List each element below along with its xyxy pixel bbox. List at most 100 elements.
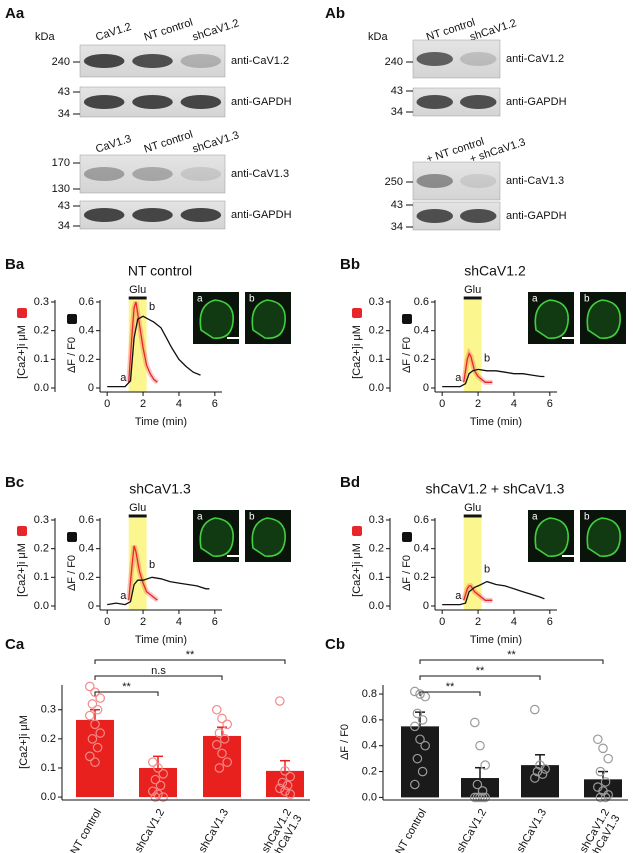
y2-tick-label: 0.2 — [414, 571, 429, 583]
x-tick-label: 4 — [511, 616, 517, 628]
x-tick-label: 6 — [212, 616, 218, 628]
y-tick-label: 0.2 — [362, 765, 377, 777]
data-point — [532, 766, 543, 777]
y2-axis-label: ΔF / F0 — [66, 555, 78, 591]
category-label: shCaV1.2 — [455, 807, 490, 853]
panel-label: Aa — [5, 5, 25, 22]
data-point — [410, 779, 420, 790]
lane-label: NT control — [425, 17, 477, 44]
y-tick-label: 0.1 — [34, 571, 49, 583]
marker-label: 240 — [385, 56, 403, 68]
x-axis-label: Time (min) — [135, 416, 187, 428]
panel-label: Bb — [340, 256, 360, 273]
y-tick-label: 0.4 — [362, 740, 377, 752]
data-point — [150, 792, 161, 802]
data-point — [274, 783, 285, 794]
data-point — [85, 751, 95, 762]
blot-band — [459, 95, 497, 109]
blot-band — [180, 208, 222, 222]
panel-label: Bd — [340, 474, 360, 491]
inset-label: b — [584, 294, 590, 305]
y2-tick-label: 0.6 — [414, 296, 429, 308]
panel-label: Ca — [5, 636, 25, 653]
data-point — [415, 734, 425, 745]
antibody-label: anti-CaV1.3 — [231, 168, 289, 180]
data-point — [285, 771, 295, 782]
blot-band — [459, 174, 497, 188]
data-point — [222, 719, 232, 730]
y-tick-label: 0.1 — [369, 571, 384, 583]
y2-tick-label: 0 — [88, 382, 94, 394]
category-label: NT control — [393, 807, 429, 853]
data-point — [212, 739, 222, 750]
blot-band — [416, 52, 454, 66]
stimulus-label: Glu — [464, 502, 481, 514]
data-point — [530, 773, 540, 783]
data-point — [150, 774, 161, 785]
cell-outline — [199, 517, 234, 557]
x-tick-label: 6 — [212, 398, 218, 410]
data-point — [475, 792, 485, 803]
cell-outline — [586, 299, 621, 339]
data-point — [600, 777, 611, 787]
x-axis-label: Time (min) — [470, 634, 522, 646]
data-point — [92, 704, 103, 715]
data-point — [477, 792, 488, 803]
data-point — [158, 768, 168, 779]
trace — [107, 315, 201, 388]
x-tick-label: 0 — [104, 616, 110, 628]
x-axis-label: Time (min) — [470, 416, 522, 428]
data-point — [595, 792, 606, 803]
data-point — [95, 693, 105, 703]
y2-tick-label: 0.2 — [79, 571, 94, 583]
lane-label: shCaV1.2 — [468, 17, 518, 43]
lane-label: NT control — [143, 129, 195, 156]
y-tick-label: 0.6 — [362, 714, 377, 726]
marker-label: 34 — [58, 220, 70, 232]
point-label: b — [149, 301, 155, 313]
trace — [442, 580, 545, 606]
category-label: shCaV1.3 — [197, 807, 232, 853]
y2-tick-label: 0.4 — [414, 543, 429, 555]
point-label: a — [455, 372, 462, 384]
x-axis-label: Time (min) — [135, 634, 187, 646]
y-axis-label: [Ca2+]i μM — [16, 325, 28, 379]
inset-label: a — [197, 294, 203, 305]
antibody-label: anti-CaV1.3 — [506, 175, 564, 187]
y2-axis-label: ΔF / F0 — [66, 337, 78, 373]
x-tick-label: 2 — [475, 616, 481, 628]
y-tick-label: 0.0 — [41, 791, 56, 803]
y2-tick-label: 0.4 — [414, 325, 429, 337]
trace — [463, 585, 493, 601]
y-tick-label: 0.2 — [369, 543, 384, 555]
marker-label: 43 — [391, 85, 403, 97]
trace — [442, 368, 545, 388]
point-label: a — [120, 590, 127, 602]
data-point — [217, 748, 227, 759]
data-point — [222, 757, 232, 767]
significance-label: ** — [122, 681, 131, 693]
data-point — [420, 740, 430, 751]
data-point — [595, 766, 606, 777]
y2-tick-label: 0.4 — [79, 325, 94, 337]
point-label: b — [484, 564, 490, 576]
significance-bracket — [419, 659, 604, 664]
bar-panel: Cb ΔF / F0 0.0 0.2 0.4 0.6 0.8 NT control shCaV1… — [325, 636, 628, 853]
y2-tick-label: 0.6 — [79, 514, 94, 526]
data-point — [92, 742, 103, 753]
trace — [107, 576, 210, 606]
antibody-label: anti-CaV1.2 — [231, 55, 289, 67]
chart-title: NT control — [128, 263, 192, 279]
data-point — [475, 740, 485, 751]
antibody-label: anti-GAPDH — [506, 96, 567, 108]
blot-band — [416, 174, 454, 188]
data-point — [153, 789, 163, 799]
marker-label: 34 — [391, 221, 403, 233]
data-point — [592, 734, 603, 745]
trace-panel: Bb shCaV1.2 Glu 0.0 0.1 0.2 0.3 0 0.2 0.4 0.6 0 2 4 6 T… — [340, 256, 626, 428]
kda-label: kDa — [35, 31, 55, 43]
data-point — [477, 786, 488, 796]
bar — [521, 765, 559, 798]
significance-bracket — [94, 659, 286, 664]
x-tick-label: 0 — [439, 398, 445, 410]
